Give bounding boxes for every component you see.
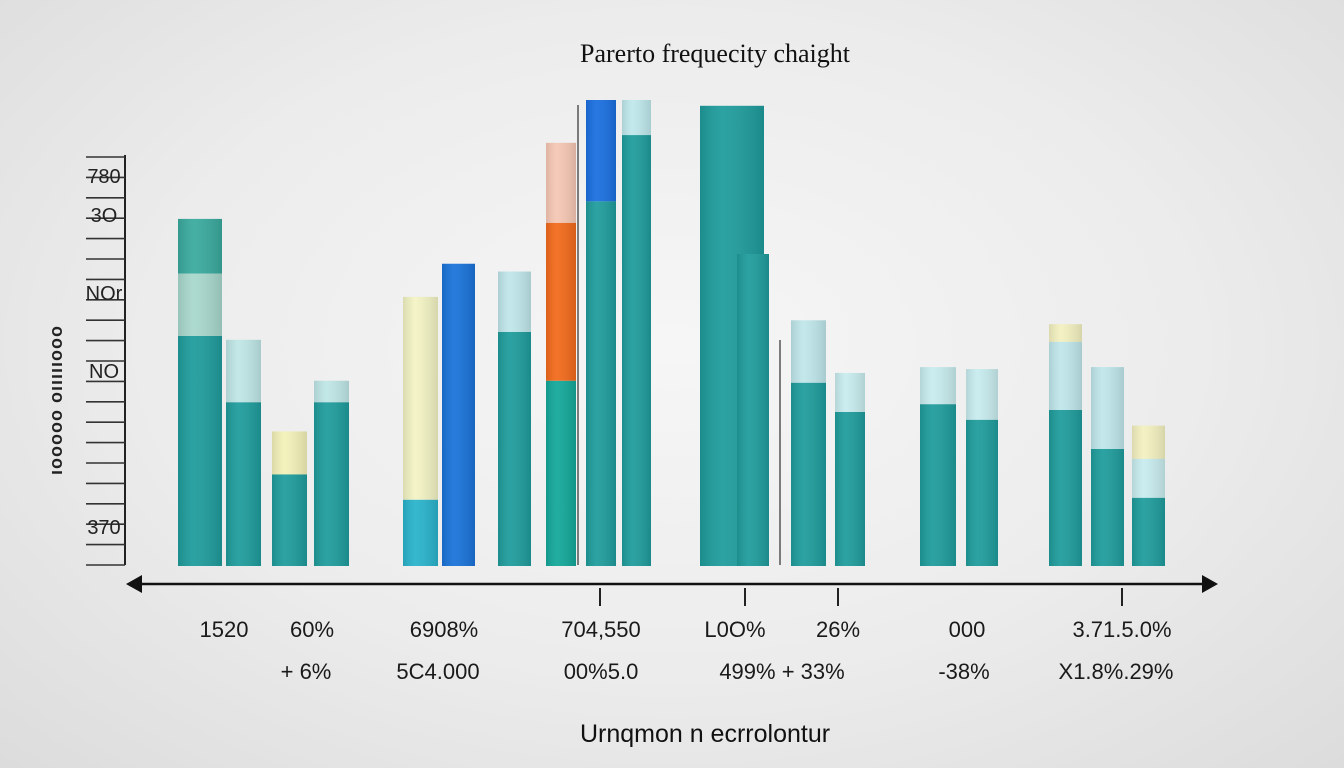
category-label: 6908% — [410, 617, 479, 642]
bar-shading — [835, 372, 865, 566]
bar-shading — [442, 263, 475, 566]
x-axis-right-arrow — [1202, 575, 1218, 593]
category-label: L0O% — [704, 617, 765, 642]
category-label: 704,550 — [561, 617, 641, 642]
bar-shading — [737, 254, 769, 566]
bar-shading — [791, 320, 826, 566]
bar — [226, 339, 261, 566]
category-label: 3.71.5.0% — [1072, 617, 1171, 642]
bar — [1132, 425, 1165, 566]
bar-shading — [314, 380, 349, 566]
category-label-secondary: + 6% — [281, 659, 332, 684]
chart-title: Parerto frequecity chaight — [580, 39, 851, 68]
x-axis-label: Urnqmon n ecrrolontur — [580, 720, 830, 748]
bar-shading — [498, 271, 531, 566]
category-label-secondary: -38% — [938, 659, 989, 684]
bar — [442, 263, 475, 566]
y-tick-label: 780 — [87, 166, 120, 188]
bar-shading — [403, 296, 438, 566]
bar — [966, 369, 998, 566]
bar — [272, 431, 307, 566]
bar-shading — [622, 100, 651, 566]
bar — [546, 142, 576, 566]
category-label-secondary: X1.8%.29% — [1059, 659, 1174, 684]
bar — [1049, 324, 1082, 566]
y-axis: 370 NO NOr 3O 780 — [86, 155, 126, 566]
bars — [178, 100, 1165, 567]
category-label: 1520 — [200, 617, 249, 642]
y-tick-label: NO — [89, 361, 119, 383]
bar-shading — [178, 218, 222, 566]
bar — [737, 254, 769, 566]
bar — [791, 320, 826, 566]
category-labels: 1520 60% 6908% 704,550 L0O% 26% 000 3.71.5.0% + … — [200, 617, 1174, 684]
bar — [1091, 367, 1124, 566]
bar-shading — [272, 431, 307, 566]
category-label-secondary: 00%5.0 — [564, 659, 639, 684]
x-ticks — [599, 588, 1123, 606]
category-label: 000 — [949, 617, 986, 642]
bar-shading — [966, 369, 998, 566]
bar-shading — [920, 367, 956, 566]
bar — [314, 380, 349, 566]
bar — [498, 271, 531, 566]
y-tick-label: 3O — [91, 205, 118, 227]
bar-shading — [1091, 367, 1124, 566]
bar — [622, 100, 651, 567]
bar-shading — [586, 100, 616, 566]
x-axis — [126, 575, 1218, 593]
y-tick-label: NOr — [86, 283, 123, 305]
category-label: 26% — [816, 617, 860, 642]
bar — [920, 367, 956, 566]
x-axis-left-arrow — [126, 575, 142, 593]
y-axis-label: ıooooo oıııııooo — [46, 325, 66, 475]
bar-shading — [226, 339, 261, 566]
category-label-secondary: 499% + 33% — [719, 659, 844, 684]
category-label-secondary: 5C4.000 — [396, 659, 479, 684]
bar-shading — [1049, 324, 1082, 566]
bar-shading — [546, 142, 576, 566]
y-tick-label: 370 — [87, 517, 120, 539]
category-label: 60% — [290, 617, 334, 642]
bar — [835, 372, 865, 566]
bar — [403, 296, 438, 566]
bar — [178, 218, 222, 566]
bar — [586, 100, 616, 566]
bar-shading — [1132, 425, 1165, 566]
